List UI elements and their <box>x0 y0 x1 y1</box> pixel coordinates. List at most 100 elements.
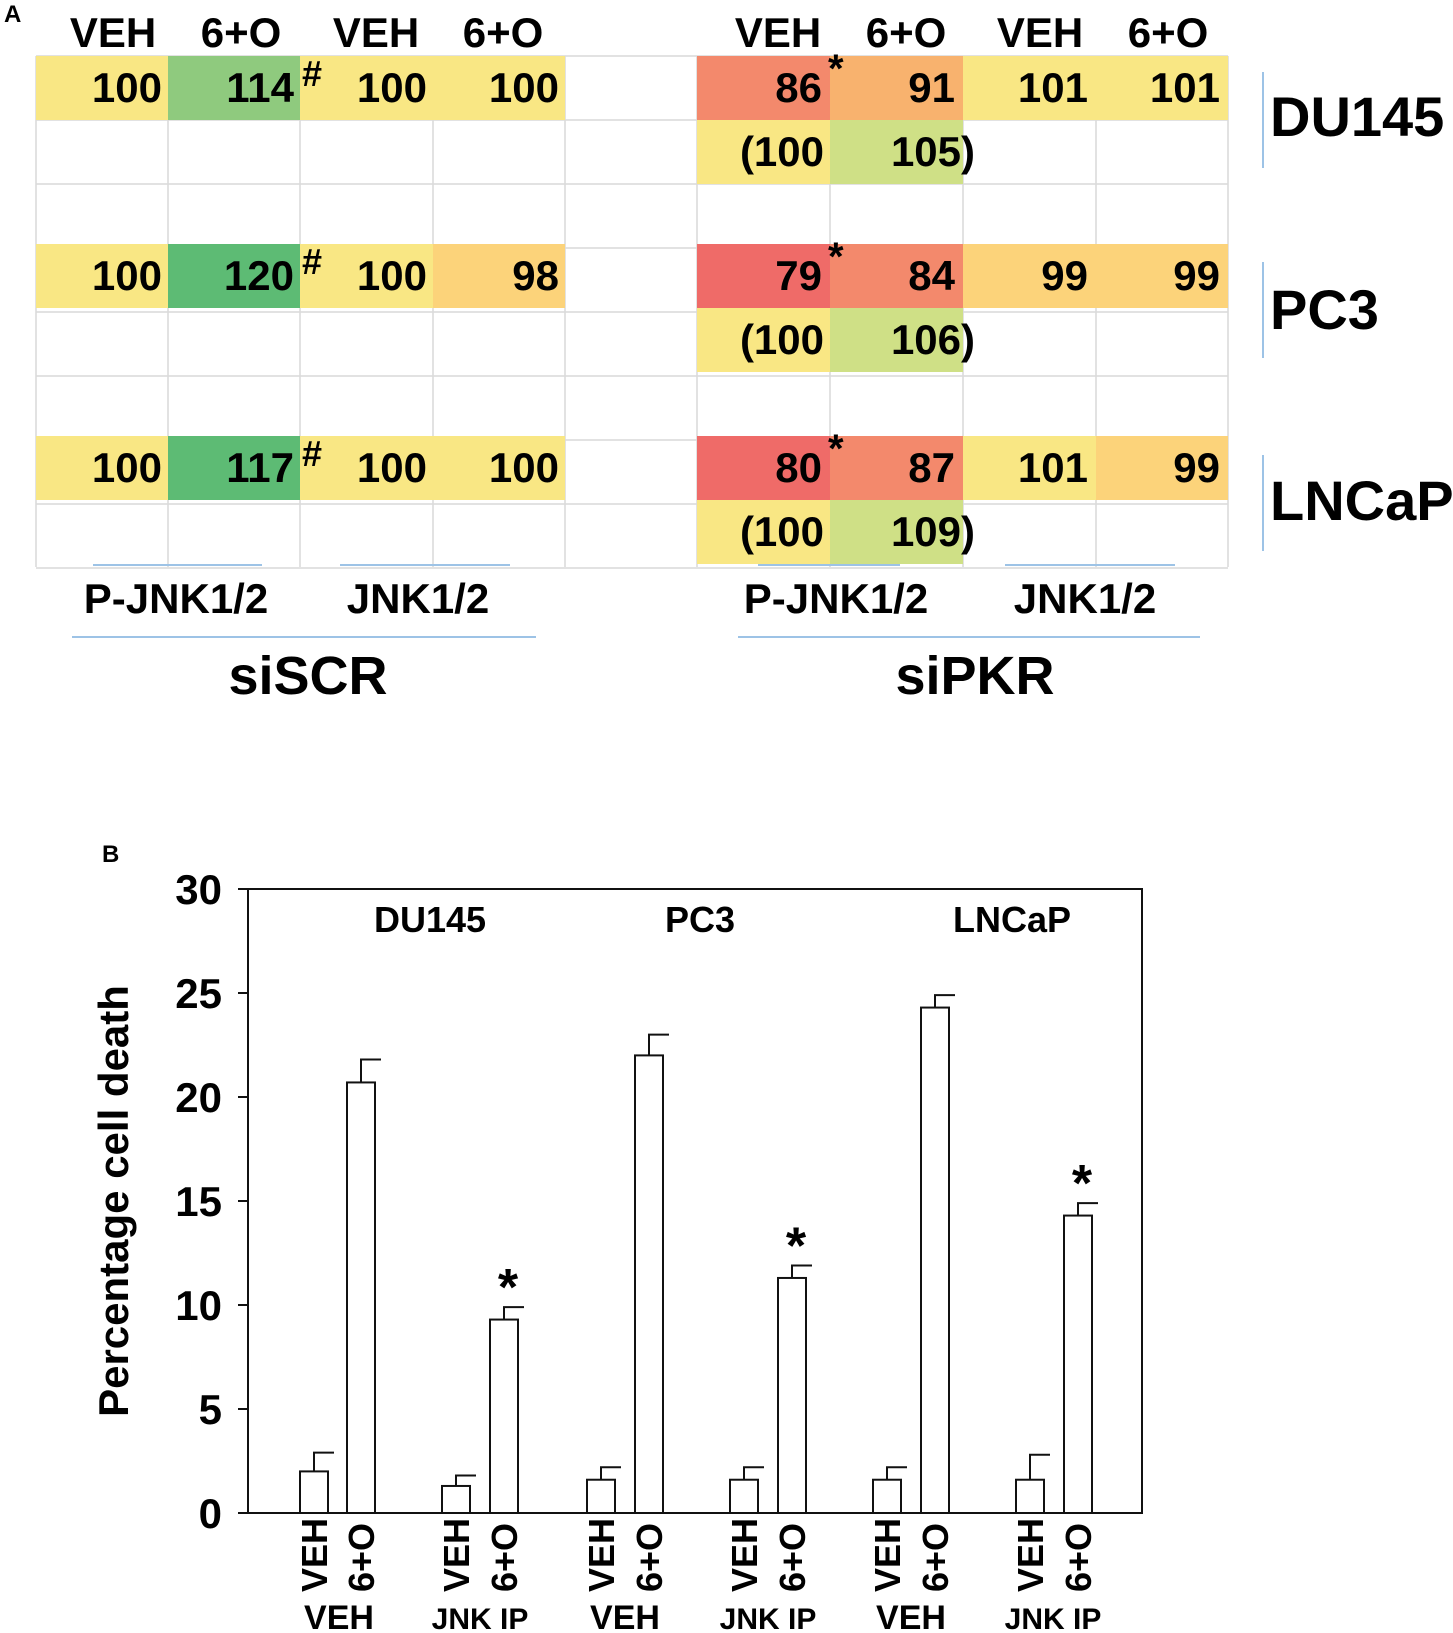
panel-a-heatmap-table: A 100 114 100 100# 86 91 101 101*(100 105)100 120… <box>4 1 1453 706</box>
y-tick-label: 30 <box>175 866 222 913</box>
pretreatment-label: JNK IP <box>432 1603 529 1633</box>
cell-line-label: DU145 <box>1270 85 1444 148</box>
pretreatment-label: VEH <box>590 1599 660 1633</box>
cell-value: 99 <box>1041 252 1088 299</box>
bar <box>299 1470 329 1515</box>
heat-cell-normalized <box>830 308 963 372</box>
significance-mark: # <box>302 433 322 474</box>
cell-value: 117 <box>226 444 294 491</box>
heat-cell <box>697 56 830 120</box>
heat-cell <box>963 436 1096 500</box>
bar <box>441 1484 471 1514</box>
heat-cell <box>36 56 168 120</box>
heat-cell-normalized <box>830 500 963 564</box>
heat-cell <box>1096 436 1228 500</box>
bar <box>729 1478 759 1514</box>
cell-value: 101 <box>1150 64 1220 111</box>
plot-frame <box>247 888 1143 1514</box>
cell-value-normalized: (100 <box>740 508 824 555</box>
cell-value: 100 <box>489 444 559 491</box>
group-labels: P-JNK1/2 JNK1/2 siSCR P-JNK1/2 JNK1/2 siPKR <box>72 564 1200 706</box>
bar <box>346 1081 376 1514</box>
heat-cell <box>300 244 433 308</box>
cell-value: 86 <box>775 64 822 111</box>
column-header: VEH <box>735 9 821 56</box>
column-header: 6+O <box>866 9 947 56</box>
x-category-label: 6+O <box>915 1523 956 1592</box>
panel-b-bar-chart: B Percentage cell death 0 5 10 15 20 25 30 DU1… <box>90 841 1143 1633</box>
antibody-label: P-JNK1/2 <box>744 575 928 622</box>
x-category-label: VEH <box>581 1518 622 1592</box>
cell-value: 100 <box>357 444 427 491</box>
heat-cell <box>697 244 830 308</box>
antibody-label: P-JNK1/2 <box>84 575 268 622</box>
pretreatment-label: VEH <box>876 1599 946 1633</box>
cell-value: 80 <box>775 444 822 491</box>
panel-b-label: B <box>102 841 119 868</box>
antibody-label: JNK1/2 <box>1014 575 1156 622</box>
bar <box>920 1006 950 1514</box>
column-header: 6+O <box>463 9 544 56</box>
cell-value: 79 <box>775 252 822 299</box>
table-cells: 100 114 100 100# 86 91 101 101*(100 105)100 120 10… <box>36 47 1228 564</box>
significance-mark: * <box>828 47 844 91</box>
column-header: VEH <box>997 9 1083 56</box>
heat-cell <box>300 436 433 500</box>
heat-cell <box>963 56 1096 120</box>
column-header: VEH <box>333 9 419 56</box>
cell-value: 100 <box>357 252 427 299</box>
cell-value-normalized: 105) <box>891 128 975 175</box>
cell-value: 98 <box>512 252 559 299</box>
antibody-label: JNK1/2 <box>347 575 489 622</box>
x-category-label: VEH <box>1010 1518 1051 1592</box>
significance-mark: * <box>828 235 844 279</box>
pretreatment-label: VEH <box>304 1599 374 1633</box>
cell-value: 91 <box>908 64 955 111</box>
bar <box>1063 1214 1093 1515</box>
y-tick-label: 5 <box>199 1386 222 1433</box>
condition-label: siPKR <box>895 646 1054 706</box>
group-title: PC3 <box>665 899 735 940</box>
x-category-label: 6+O <box>629 1523 670 1592</box>
bar <box>634 1054 664 1515</box>
column-header: 6+O <box>1128 9 1209 56</box>
heat-cell <box>830 244 963 308</box>
cell-line-labels: DU145 PC3 LNCaP <box>1262 72 1453 551</box>
cell-line-label: LNCaP <box>1270 469 1453 532</box>
significance-asterisk: * <box>1072 1155 1093 1213</box>
significance-mark: # <box>302 53 322 94</box>
significance-asterisk: * <box>498 1259 519 1317</box>
heat-cell <box>697 436 830 500</box>
pretreatment-label: JNK IP <box>1005 1603 1102 1633</box>
y-axis-label: Percentage cell death <box>90 985 137 1417</box>
group-title: DU145 <box>374 899 486 940</box>
heat-cell <box>1096 56 1228 120</box>
y-tick-label: 0 <box>199 1490 222 1537</box>
cell-value-normalized: 109) <box>891 508 975 555</box>
heat-cell <box>963 244 1096 308</box>
heat-cell <box>830 56 963 120</box>
y-tick-label: 20 <box>175 1074 222 1121</box>
condition-label: siSCR <box>228 646 387 706</box>
cell-value-normalized: 106) <box>891 316 975 363</box>
cell-value: 100 <box>489 64 559 111</box>
significance-asterisk: * <box>786 1217 807 1275</box>
heat-cell-normalized <box>697 500 830 564</box>
panel-a-label: A <box>4 1 21 28</box>
bar <box>489 1318 519 1515</box>
x-category-label: VEH <box>724 1518 765 1592</box>
heat-cell <box>36 244 168 308</box>
bar <box>872 1478 902 1514</box>
heat-cell <box>830 436 963 500</box>
cell-value: 99 <box>1173 252 1220 299</box>
column-header: 6+O <box>201 9 282 56</box>
y-tick-label: 25 <box>175 970 222 1017</box>
cell-value: 100 <box>92 64 162 111</box>
column-header: VEH <box>70 9 156 56</box>
x-category-label: 6+O <box>1058 1523 1099 1592</box>
cell-value: 100 <box>92 444 162 491</box>
x-category-label: VEH <box>436 1518 477 1592</box>
significance-mark: * <box>828 427 844 471</box>
x-category-label: 6+O <box>341 1523 382 1592</box>
heat-cell <box>433 56 565 120</box>
